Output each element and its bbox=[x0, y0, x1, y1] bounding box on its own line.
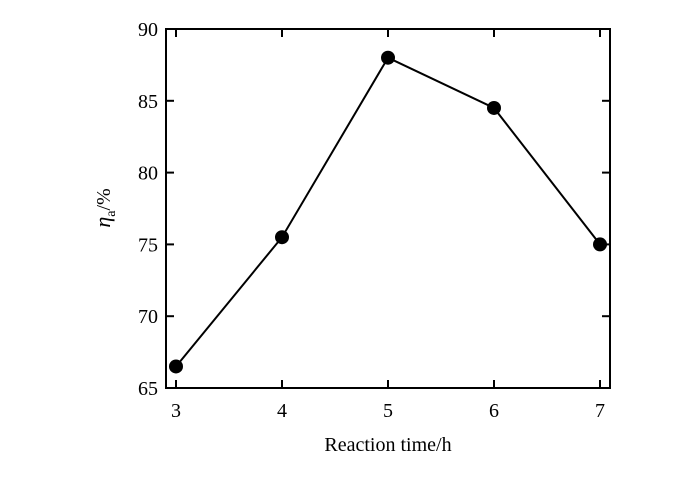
y-axis-title-subscript: a bbox=[104, 210, 119, 217]
data-point bbox=[169, 359, 183, 374]
x-tick-label: 4 bbox=[277, 400, 287, 422]
data-point bbox=[275, 230, 289, 245]
y-tick-label: 75 bbox=[138, 234, 158, 256]
y-tick-label: 85 bbox=[138, 91, 158, 113]
data-point bbox=[487, 100, 501, 115]
y-axis-title-symbol: η bbox=[90, 217, 115, 228]
y-tick-label: 65 bbox=[138, 378, 158, 400]
y-ticks: 65 70 75 80 85 90 bbox=[138, 19, 610, 400]
x-tick-label: 3 bbox=[171, 400, 181, 422]
y-tick-label: 70 bbox=[138, 306, 158, 328]
x-tick-label: 6 bbox=[489, 400, 499, 422]
x-tick-label: 7 bbox=[595, 400, 605, 422]
data-point bbox=[381, 50, 395, 65]
y-axis-title: ηa/% bbox=[90, 188, 119, 227]
series-line bbox=[175, 56, 601, 368]
x-axis-title: Reaction time/h bbox=[324, 434, 451, 456]
y-axis-title-suffix: /% bbox=[93, 188, 115, 210]
plot-frame bbox=[165, 28, 611, 389]
y-tick-label: 80 bbox=[138, 163, 158, 185]
data-point bbox=[593, 237, 607, 252]
series-group bbox=[169, 50, 607, 374]
y-tick-label: 90 bbox=[138, 19, 158, 41]
x-ticks: 3 4 5 6 7 bbox=[171, 29, 605, 422]
x-tick-label: 5 bbox=[383, 400, 393, 422]
